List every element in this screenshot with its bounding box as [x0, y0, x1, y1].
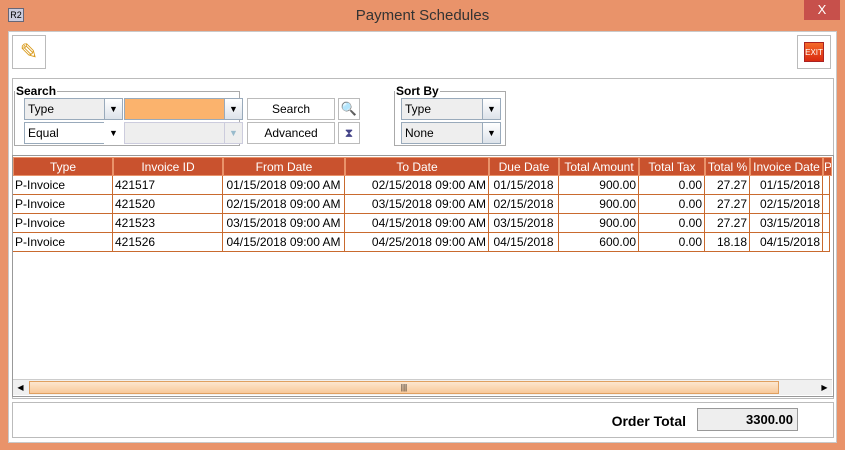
- column-header[interactable]: Total Tax: [639, 157, 705, 176]
- column-header[interactable]: Type: [13, 157, 113, 176]
- table-cell: 01/15/2018 09:00 AM: [223, 176, 345, 195]
- table-cell: P-Invoice: [13, 214, 113, 233]
- table-cell: 27.27: [705, 176, 750, 195]
- search-button[interactable]: Search: [247, 98, 335, 120]
- table-cell: 03/15/2018 09:00 AM: [223, 214, 345, 233]
- advanced-button[interactable]: Advanced: [247, 122, 335, 144]
- horizontal-scrollbar[interactable]: ◀ ||| ▶: [13, 379, 832, 395]
- table-cell: 27.27: [705, 195, 750, 214]
- scrollbar-thumb[interactable]: |||: [29, 381, 779, 394]
- table-cell: 900.00: [559, 214, 639, 233]
- table-cell: 900.00: [559, 195, 639, 214]
- table-cell: 0.00: [639, 214, 705, 233]
- search-legend: Search: [16, 84, 57, 98]
- table-cell: 01/15/2018: [750, 176, 823, 195]
- table-cell: 04/15/2018 09:00 AM: [345, 214, 489, 233]
- sort-secondary-select[interactable]: None: [401, 122, 483, 144]
- exit-button[interactable]: EXIT: [797, 35, 831, 69]
- search-value2-input: [124, 122, 225, 144]
- table-cell: 03/15/2018: [489, 214, 559, 233]
- table-cell: 18.18: [705, 233, 750, 252]
- search-value-input[interactable]: [124, 98, 225, 120]
- table-cell: 04/15/2018 09:00 AM: [223, 233, 345, 252]
- table-cell: P-Invoice: [13, 176, 113, 195]
- table-cell: 03/15/2018 09:00 AM: [345, 195, 489, 214]
- order-total-label: Order Total: [611, 413, 686, 429]
- scroll-right-icon[interactable]: ▶: [821, 383, 828, 392]
- operator-select[interactable]: Equal: [24, 122, 105, 144]
- order-total-value: 3300.00: [697, 408, 798, 431]
- advanced-search-icon[interactable]: ⧗: [338, 122, 360, 144]
- table-cell: 02/15/2018 09:00 AM: [345, 176, 489, 195]
- table-cell: 600.00: [559, 233, 639, 252]
- table-cell: P-Invoice: [13, 233, 113, 252]
- table-cell: [823, 195, 830, 214]
- column-header[interactable]: Total Amount: [559, 157, 639, 176]
- table-cell: 01/15/2018: [489, 176, 559, 195]
- chevron-down-icon[interactable]: ▼: [482, 98, 501, 120]
- table-cell: 0.00: [639, 195, 705, 214]
- table-cell: 04/15/2018: [750, 233, 823, 252]
- column-header[interactable]: P: [823, 157, 832, 176]
- column-header[interactable]: From Date: [223, 157, 345, 176]
- table-cell: [823, 176, 830, 195]
- column-header[interactable]: Invoice Date: [750, 157, 823, 176]
- app-icon: R2: [8, 8, 24, 22]
- table-cell: 03/15/2018: [750, 214, 823, 233]
- search-field-select[interactable]: Type: [24, 98, 105, 120]
- table: [12, 155, 834, 397]
- table-cell: 421517: [113, 176, 223, 195]
- table-cell: 04/25/2018 09:00 AM: [345, 233, 489, 252]
- pencil-icon[interactable]: ✎: [12, 35, 46, 69]
- sort-group: Sort By: [394, 84, 506, 146]
- chevron-down-icon[interactable]: ▼: [104, 122, 123, 144]
- column-header[interactable]: Invoice ID: [113, 157, 223, 176]
- table-cell: 0.00: [639, 176, 705, 195]
- scroll-left-icon[interactable]: ◀: [17, 383, 24, 392]
- chevron-down-icon[interactable]: ▼: [104, 98, 123, 120]
- column-header[interactable]: To Date: [345, 157, 489, 176]
- chevron-down-icon[interactable]: ▼: [482, 122, 501, 144]
- table-cell: [823, 233, 830, 252]
- table-cell: 27.27: [705, 214, 750, 233]
- table-cell: 04/15/2018: [489, 233, 559, 252]
- exit-icon: EXIT: [804, 42, 824, 62]
- close-button[interactable]: X: [804, 0, 840, 20]
- chevron-down-icon[interactable]: ▼: [224, 98, 243, 120]
- table-cell: 02/15/2018 09:00 AM: [223, 195, 345, 214]
- sort-legend: Sort By: [396, 84, 439, 98]
- table-cell: P-Invoice: [13, 195, 113, 214]
- table-cell: [823, 214, 830, 233]
- table-cell: 421526: [113, 233, 223, 252]
- chevron-down-icon: ▼: [224, 122, 243, 144]
- window-title: Payment Schedules: [355, 7, 490, 24]
- column-header[interactable]: Due Date: [489, 157, 559, 176]
- sort-primary-select[interactable]: Type: [401, 98, 483, 120]
- table-cell: 421520: [113, 195, 223, 214]
- magnifier-icon[interactable]: 🔍: [338, 98, 360, 120]
- table-cell: 900.00: [559, 176, 639, 195]
- table-cell: 02/15/2018: [750, 195, 823, 214]
- table-cell: 02/15/2018: [489, 195, 559, 214]
- table-cell: 0.00: [639, 233, 705, 252]
- table-cell: 421523: [113, 214, 223, 233]
- column-header[interactable]: Total %: [705, 157, 750, 176]
